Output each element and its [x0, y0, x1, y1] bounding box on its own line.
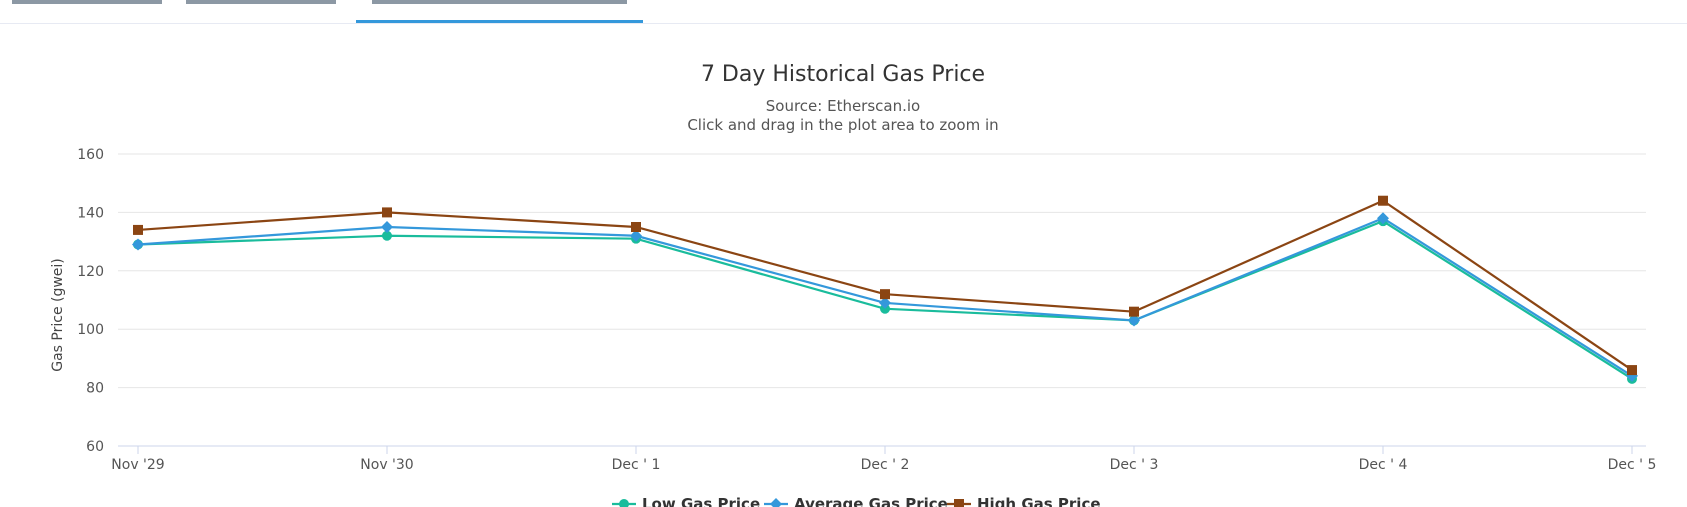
data-point-diamond[interactable] — [770, 498, 782, 507]
data-point-square[interactable] — [1129, 306, 1139, 317]
legend-label: Average Gas Price — [794, 495, 948, 507]
series-average-gas-price[interactable] — [132, 212, 1638, 382]
y-tick-label: 140 — [77, 205, 104, 221]
data-point-square[interactable] — [1627, 365, 1637, 376]
data-point-square[interactable] — [631, 222, 641, 232]
series-group[interactable] — [132, 195, 1638, 384]
legend-label: High Gas Price — [977, 495, 1101, 507]
x-tick-label: Dec ' 5 — [1608, 457, 1657, 473]
y-axis-ticks: 60 80 100 120 140 160 — [77, 147, 104, 455]
series-line[interactable] — [137, 199, 1633, 371]
data-point-diamond[interactable] — [1377, 212, 1389, 225]
x-tick-label: Nov '29 — [111, 457, 164, 473]
data-point-circle[interactable] — [619, 499, 629, 507]
chart-title: 7 Day Historical Gas Price — [701, 62, 985, 87]
data-point-diamond[interactable] — [630, 229, 642, 242]
x-tick-label: Dec ' 1 — [612, 457, 661, 473]
y-tick-label: 160 — [77, 147, 104, 163]
x-tick-label: Nov '30 — [360, 457, 413, 473]
y-axis-title: Gas Price (gwei) — [50, 258, 66, 372]
tab-bar — [0, 0, 1687, 24]
tab-fragment — [12, 0, 162, 4]
x-tick-label: Dec ' 4 — [1359, 457, 1408, 473]
y-tick-label: 100 — [77, 322, 104, 338]
data-point-square[interactable] — [1378, 195, 1388, 206]
data-point-diamond[interactable] — [879, 296, 891, 309]
series-high-gas-price[interactable] — [133, 195, 1637, 376]
y-tick-label: 60 — [86, 439, 104, 455]
data-point-diamond[interactable] — [132, 238, 144, 251]
y-tick-label: 80 — [86, 381, 104, 397]
data-point-square[interactable] — [382, 207, 392, 218]
data-point-diamond[interactable] — [381, 221, 393, 233]
y-tick-label: 120 — [77, 264, 104, 280]
zoom-hint: Click and drag in the plot area to zoom … — [687, 116, 998, 134]
data-point-diamond[interactable] — [1128, 314, 1140, 327]
active-tab-indicator — [356, 20, 643, 23]
tab-fragment — [372, 0, 627, 4]
x-tick-label: Dec ' 2 — [861, 457, 910, 473]
data-point-circle[interactable] — [382, 230, 392, 241]
x-axis: Nov '29 Nov '30 Dec ' 1 Dec ' 2 Dec ' 3 Dec '… — [111, 445, 1657, 473]
chart-subtitle: Source: Etherscan.io — [766, 97, 920, 115]
data-point-square[interactable] — [133, 224, 143, 235]
legend-item[interactable]: High Gas Price — [947, 495, 1101, 507]
x-tick-label: Dec ' 3 — [1110, 457, 1159, 473]
legend[interactable]: Low Gas Price Average Gas Price High Gas P… — [612, 495, 1101, 507]
legend-item[interactable]: Average Gas Price — [764, 495, 948, 507]
data-point-square[interactable] — [954, 499, 964, 507]
legend-item[interactable]: Low Gas Price — [612, 495, 760, 507]
legend-label: Low Gas Price — [642, 495, 760, 507]
data-point-square[interactable] — [880, 289, 890, 300]
tab-fragment — [186, 0, 336, 4]
